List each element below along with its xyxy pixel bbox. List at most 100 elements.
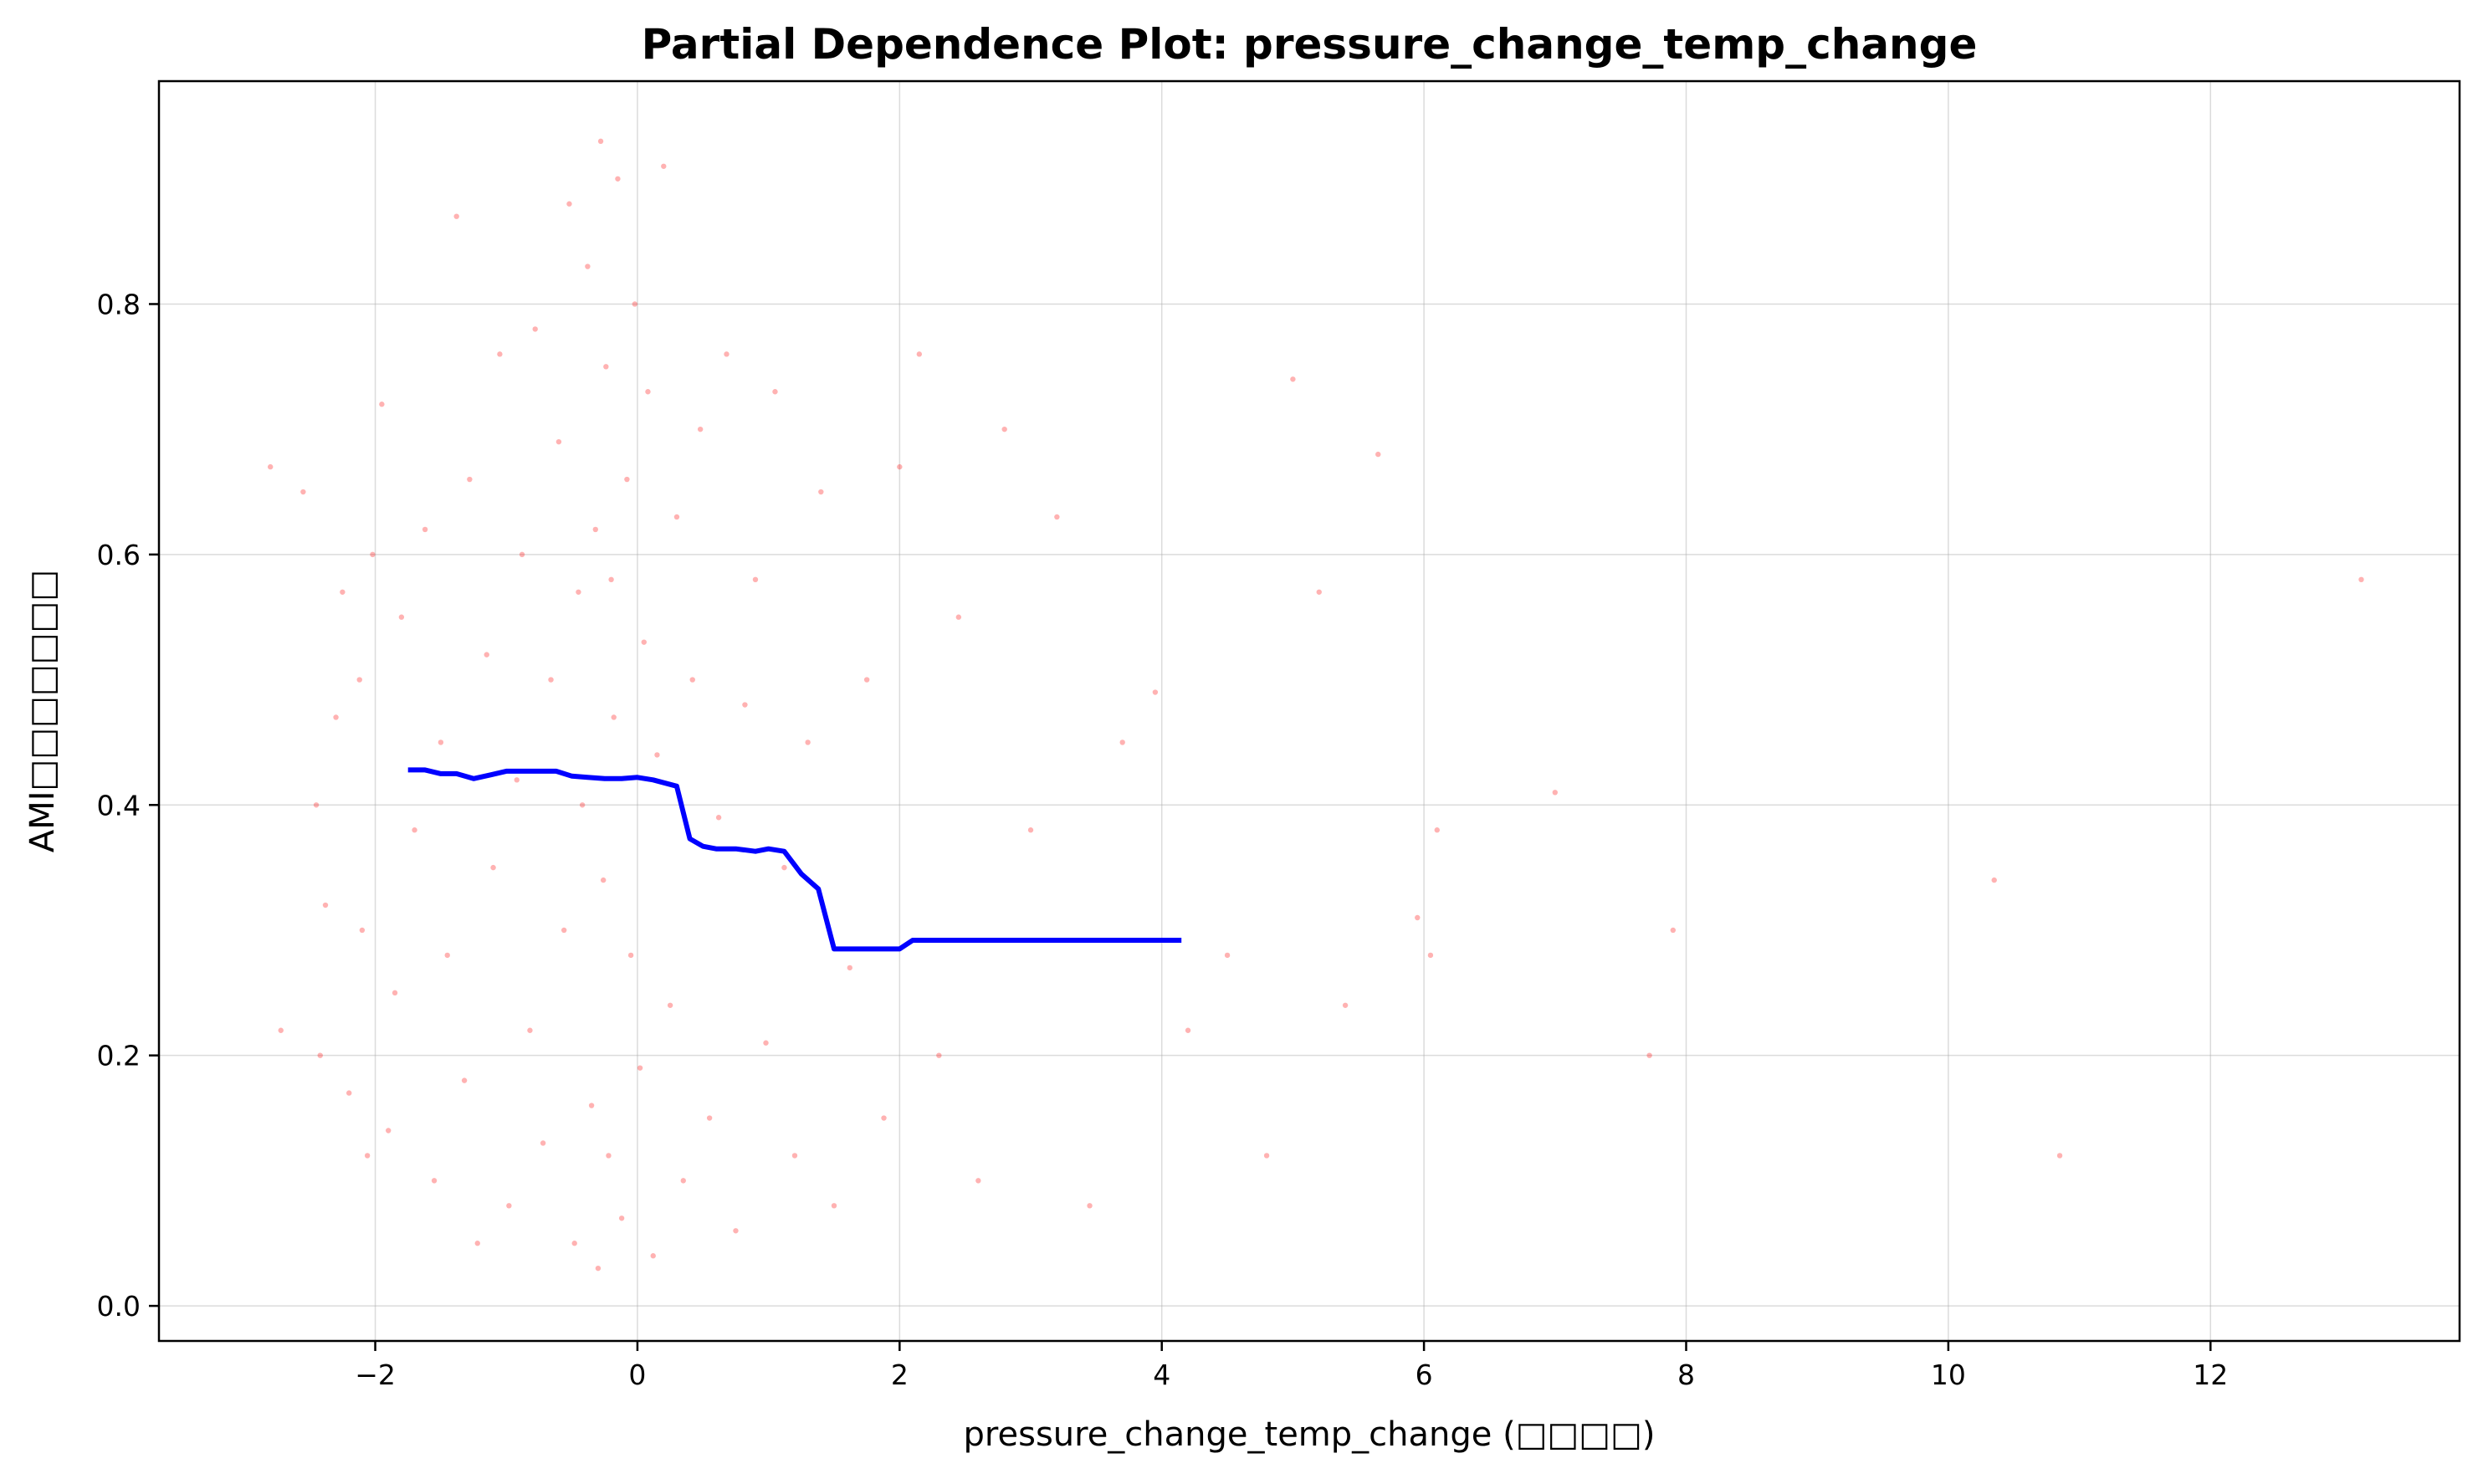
scatter-point [1224, 952, 1231, 959]
scatter-point [627, 952, 634, 959]
scatter-point [1670, 927, 1677, 934]
scatter-point [667, 1002, 673, 1008]
scatter-point [597, 138, 604, 145]
scatter-point [1001, 426, 1007, 432]
scatter-point [453, 213, 459, 219]
scatter-point [474, 1241, 480, 1246]
scatter-point [576, 589, 581, 595]
scatter-point [706, 1115, 713, 1121]
scatter-point [412, 827, 417, 833]
scatter-point [608, 576, 614, 583]
x-tick-label: −2 [355, 1359, 396, 1391]
scatter-point [527, 1027, 533, 1033]
scatter-point [641, 639, 647, 645]
scatter-point [490, 864, 496, 871]
scatter-points [267, 138, 2364, 1272]
x-tick-label: 0 [628, 1359, 646, 1391]
scatter-point [1185, 1027, 1191, 1033]
x-axis-ticks: −2 0 2 4 6 8 10 12 [355, 1341, 2228, 1391]
scatter-point [322, 902, 329, 908]
scatter-point [1646, 1052, 1652, 1058]
scatter-point [317, 1052, 323, 1058]
scatter-point [1342, 1002, 1349, 1008]
scatter-point [742, 702, 748, 708]
scatter-point [1316, 589, 1322, 595]
scatter-point [645, 389, 651, 395]
scatter-point [654, 752, 660, 758]
scatter-point [1552, 790, 1559, 796]
scatter-point [364, 1153, 371, 1159]
scatter-point [1434, 827, 1440, 833]
scatter-point [975, 1178, 981, 1184]
scatter-point [724, 351, 730, 357]
scatter-point [267, 463, 274, 470]
scatter-point [715, 815, 722, 821]
scatter-point [661, 163, 667, 169]
scatter-point [346, 1090, 352, 1096]
scatter-point [444, 952, 450, 959]
scatter-point [955, 614, 962, 620]
scatter-point [579, 802, 586, 808]
scatter-point [763, 1040, 769, 1046]
scatter-point [772, 389, 778, 395]
scatter-point [673, 514, 680, 520]
scatter-point [333, 714, 339, 720]
x-tick-label: 2 [891, 1359, 909, 1391]
scatter-point [585, 264, 591, 269]
y-tick-label: 0.8 [97, 288, 141, 320]
scatter-point [697, 426, 704, 432]
scatter-point [398, 614, 405, 620]
chart-title: Partial Dependence Plot: pressure_change… [642, 20, 1978, 69]
scatter-point [571, 1241, 577, 1246]
scatter-point [561, 927, 567, 934]
scatter-point [897, 463, 903, 470]
scatter-point [650, 1253, 656, 1259]
y-tick-label: 0.6 [97, 539, 141, 571]
pdp-line-layer [407, 767, 1182, 952]
scatter-point [1415, 914, 1421, 921]
scatter-point [356, 677, 362, 683]
scatter-point [588, 1103, 595, 1108]
scatter-point [379, 402, 385, 407]
pdp-line [407, 767, 1182, 952]
scatter-point [863, 677, 870, 683]
scatter-point [300, 489, 306, 495]
scatter-point [733, 1228, 739, 1234]
scatter-point [1087, 1203, 1093, 1209]
scatter-point [392, 990, 398, 996]
scatter-point [791, 1153, 798, 1159]
scatter-point [600, 877, 607, 883]
y-tick-label: 0.4 [97, 789, 141, 821]
scatter-point [431, 1178, 438, 1184]
scatter-point [461, 1077, 468, 1083]
scatter-point [689, 677, 695, 683]
scatter-point [936, 1052, 942, 1058]
scatter-point [1263, 1153, 1270, 1159]
scatter-point [386, 1128, 392, 1133]
x-tick-label: 10 [1931, 1359, 1966, 1391]
grid-lines [159, 81, 2460, 1341]
scatter-point [831, 1203, 837, 1209]
scatter-point [916, 351, 923, 357]
scatter-point [1991, 877, 1997, 883]
scatter-point [1027, 827, 1034, 833]
scatter-point [611, 714, 617, 720]
scatter-point [2056, 1153, 2063, 1159]
scatter-point [680, 1178, 686, 1184]
scatter-point [881, 1115, 887, 1121]
x-tick-label: 6 [1416, 1359, 1433, 1391]
scatter-point [438, 739, 444, 745]
scatter-point [566, 201, 572, 207]
scatter-point [805, 739, 811, 745]
scatter-point [624, 476, 630, 483]
scatter-point [1290, 376, 1296, 382]
scatter-point [603, 364, 609, 370]
x-tick-label: 12 [2193, 1359, 2228, 1391]
scatter-point [595, 1265, 602, 1272]
scatter-point [497, 351, 503, 357]
scatter-point [340, 589, 346, 595]
x-tick-label: 4 [1153, 1359, 1170, 1391]
plot-frame [157, 79, 2461, 1343]
scatter-point [1375, 451, 1381, 458]
